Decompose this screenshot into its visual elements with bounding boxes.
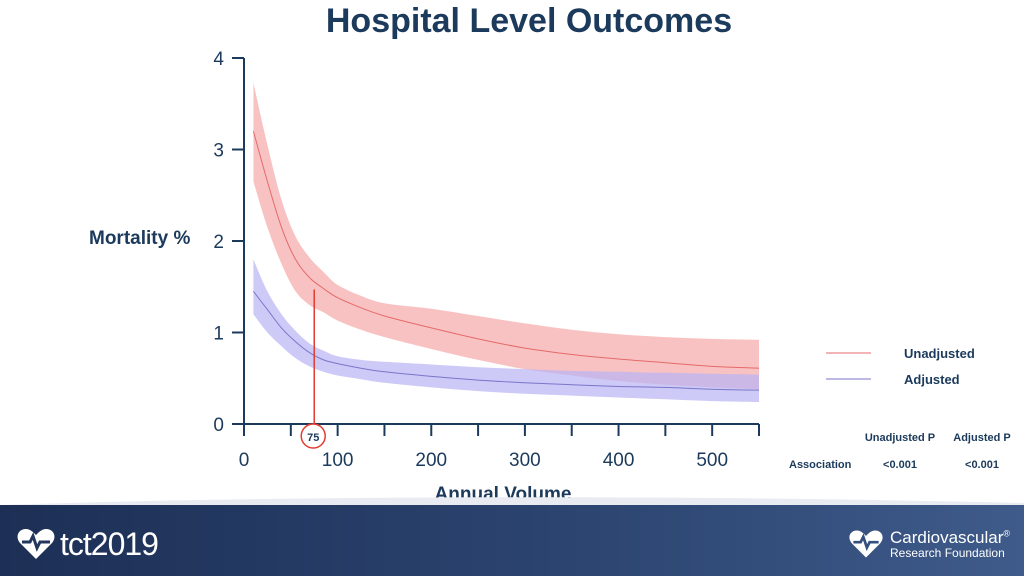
confidence-bands xyxy=(253,82,759,402)
crf-logo-text: Cardiovascular® Research Foundation xyxy=(890,527,1011,560)
tct-logo: tct2019 xyxy=(16,524,159,564)
threshold-label: 75 xyxy=(307,432,319,444)
legend-label-adjusted: Adjusted xyxy=(904,372,960,387)
threshold-annotation: 75 xyxy=(300,289,326,449)
line-unadjusted xyxy=(252,131,760,369)
pvalue-header: Unadjusted P xyxy=(865,432,935,444)
pvalue-row-label: Association xyxy=(789,459,852,471)
x-tick-label: 100 xyxy=(322,450,354,471)
crf-logo: Cardiovascular® Research Foundation xyxy=(848,524,1010,564)
band-unadjusted xyxy=(253,82,759,390)
heart-logo-icon xyxy=(17,529,55,559)
pvalue-header: Adjusted P xyxy=(953,432,1010,444)
y-axis-title: Mortality % xyxy=(89,228,190,249)
y-tick-label: 0 xyxy=(213,415,224,436)
crf-logo-line2: Research Foundation xyxy=(890,545,1005,560)
pvalue-cell: <0.001 xyxy=(965,459,999,471)
legend-label-unadjusted: Unadjusted xyxy=(904,346,975,361)
crf-logo-reg: ® xyxy=(1003,528,1011,539)
x-tick-label: 500 xyxy=(696,450,728,471)
y-tick-label: 4 xyxy=(213,49,224,70)
x-tick-label: 0 xyxy=(239,450,250,471)
page-title: Hospital Level Outcomes xyxy=(325,2,733,40)
y-tick-label: 3 xyxy=(213,141,224,162)
x-tick-label: 300 xyxy=(509,450,541,471)
x-tick-label: 200 xyxy=(415,450,447,471)
pvalue-cell: <0.001 xyxy=(883,459,917,471)
axes: 0 1 2 3 4 0 100 200 300 400 500 xyxy=(213,49,760,471)
pvalue-table: Unadjusted P Adjusted P Association <0.001 <… xyxy=(789,432,1011,471)
y-tick-label: 1 xyxy=(213,324,224,345)
y-tick-label: 2 xyxy=(213,232,224,253)
band-adjusted xyxy=(253,259,759,402)
series-lines xyxy=(252,131,760,391)
tct-logo-text: tct2019 xyxy=(60,525,159,562)
crf-logo-line1: Cardiovascular xyxy=(890,527,1004,547)
heart-logo-icon xyxy=(849,530,883,558)
threshold-circle xyxy=(300,423,326,449)
legend: Unadjusted Adjusted xyxy=(826,346,975,387)
line-adjusted xyxy=(252,291,760,391)
x-tick-label: 400 xyxy=(603,450,635,471)
